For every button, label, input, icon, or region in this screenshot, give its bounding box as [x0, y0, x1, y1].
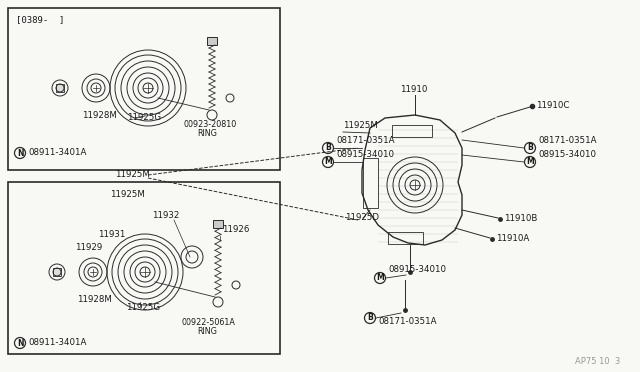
- Text: N: N: [17, 339, 23, 347]
- Bar: [8, 182, 280, 354]
- Text: M: M: [526, 157, 534, 167]
- Text: M: M: [376, 273, 384, 282]
- Text: N: N: [17, 148, 23, 157]
- Text: 11932: 11932: [152, 211, 179, 220]
- Text: AP75 10  3: AP75 10 3: [575, 357, 620, 366]
- Text: 11910A: 11910A: [496, 234, 529, 243]
- Text: 00923-20810: 00923-20810: [183, 120, 236, 129]
- Text: 00922-5061A: 00922-5061A: [182, 318, 236, 327]
- Text: 11925M: 11925M: [115, 170, 150, 179]
- Text: 11925D: 11925D: [345, 213, 379, 222]
- Text: 08915-34010: 08915-34010: [336, 150, 394, 159]
- Bar: [56, 84, 64, 92]
- Text: 11910C: 11910C: [536, 101, 570, 110]
- Text: 08171-0351A: 08171-0351A: [336, 136, 394, 145]
- Bar: [392, 125, 432, 137]
- Text: 08915-34010: 08915-34010: [388, 265, 446, 274]
- Text: 11928M: 11928M: [82, 111, 117, 120]
- Text: [0389-  ]: [0389- ]: [16, 15, 65, 24]
- Text: 11925M: 11925M: [110, 190, 145, 199]
- FancyBboxPatch shape: [207, 37, 217, 45]
- Text: RING: RING: [197, 327, 217, 336]
- Bar: [53, 268, 61, 276]
- Text: 11925G: 11925G: [126, 303, 160, 312]
- Text: 08171-0351A: 08171-0351A: [538, 136, 596, 145]
- Text: 08171-0351A: 08171-0351A: [378, 317, 436, 326]
- Text: RING: RING: [197, 129, 217, 138]
- Text: 11929: 11929: [75, 243, 102, 252]
- Text: 11925G: 11925G: [127, 113, 161, 122]
- Text: 11910B: 11910B: [504, 214, 538, 223]
- Bar: [8, 8, 280, 170]
- Text: B: B: [367, 314, 373, 323]
- Text: 08911-3401A: 08911-3401A: [28, 338, 86, 347]
- Text: 11928M: 11928M: [77, 295, 112, 304]
- Text: B: B: [325, 144, 331, 153]
- Text: M: M: [324, 157, 332, 167]
- Text: 08915-34010: 08915-34010: [538, 150, 596, 159]
- Text: 11926: 11926: [222, 225, 250, 234]
- Text: 11910: 11910: [400, 85, 428, 94]
- Text: 11931: 11931: [98, 230, 125, 239]
- Bar: [388, 232, 423, 244]
- FancyBboxPatch shape: [213, 220, 223, 228]
- Bar: [363, 158, 378, 208]
- Text: B: B: [527, 144, 533, 153]
- Text: 11925M: 11925M: [343, 121, 378, 130]
- Text: 08911-3401A: 08911-3401A: [28, 148, 86, 157]
